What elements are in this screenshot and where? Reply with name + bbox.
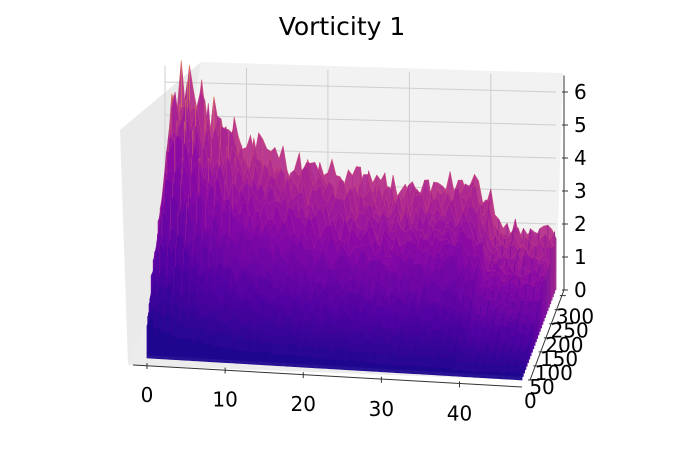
y-tick-label: 300 bbox=[556, 305, 594, 329]
y-tick-label: 50 bbox=[529, 375, 554, 399]
surface-plot bbox=[146, 60, 557, 381]
z-tick-label: 4 bbox=[574, 146, 587, 170]
y-tick-label: 150 bbox=[540, 347, 578, 371]
chart-title: Vorticity 1 bbox=[279, 12, 406, 41]
z-tick-label: 0 bbox=[574, 278, 587, 302]
x-tick-label: 20 bbox=[291, 392, 316, 416]
x-tick-label: 0 bbox=[141, 383, 154, 407]
y-axis-line bbox=[529, 289, 565, 381]
x-axis-line bbox=[132, 364, 523, 388]
y-tick-label: 200 bbox=[545, 333, 583, 357]
z-tick-label: 2 bbox=[574, 212, 587, 236]
z-tick-label: 3 bbox=[574, 179, 587, 203]
x-tick-label: 30 bbox=[369, 397, 394, 421]
y-tick-label: 250 bbox=[551, 319, 589, 343]
x-tick-label: 40 bbox=[447, 401, 472, 425]
x-tick-label: 10 bbox=[212, 388, 237, 412]
z-tick-label: 1 bbox=[574, 245, 587, 269]
y-tick-label: 0 bbox=[524, 389, 537, 413]
z-tick-label: 6 bbox=[574, 80, 587, 104]
y-tick-label: 100 bbox=[535, 361, 573, 385]
z-tick-label: 5 bbox=[574, 113, 587, 137]
